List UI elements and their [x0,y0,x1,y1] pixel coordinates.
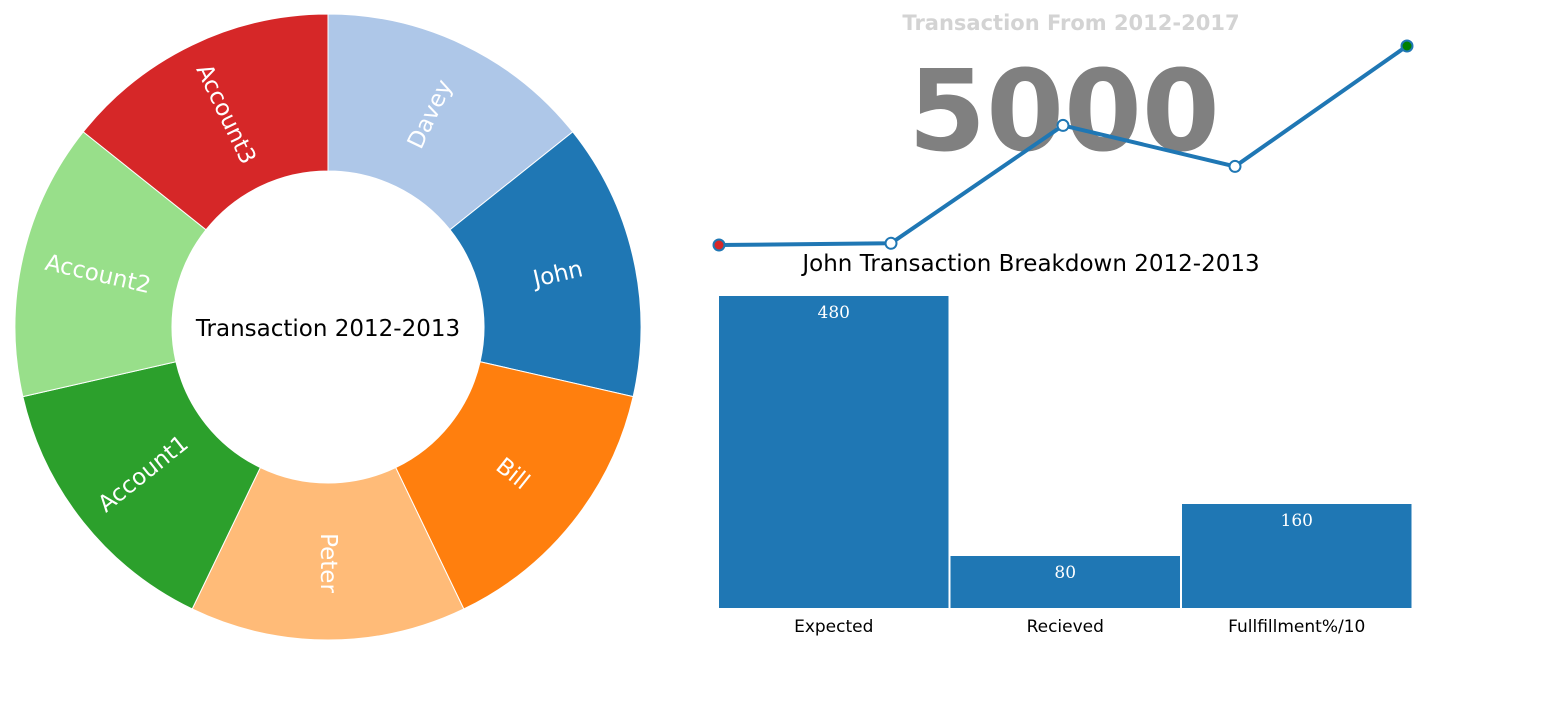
highlight-value: 5000 [908,47,1220,177]
line-chart-title: Transaction From 2012-2017 [902,11,1239,35]
bar-tick-label-expected: Expected [794,617,873,637]
donut-chart: DaveyJohnBillPeterAccount1Account2Accoun… [14,13,642,641]
donut-slice-davey[interactable] [327,13,574,231]
line-point-3[interactable] [1056,118,1070,132]
donut-center-label: Transaction 2012-2013 [195,316,460,342]
donut-slice-label-peter: Peter [315,533,341,593]
bar-recieved[interactable] [950,556,1181,608]
bar-tick-label-fullfillment-10: Fullfillment%/10 [1228,617,1365,637]
donut-slice-bill[interactable] [395,361,634,610]
donut-slice-account1[interactable] [22,361,261,610]
bar-expected[interactable] [719,296,949,608]
donut-slice-peter[interactable] [191,466,465,641]
donut-slice-account3[interactable] [82,13,329,231]
donut-slice-account2[interactable] [14,131,207,398]
line-point-5[interactable] [1400,39,1414,53]
bar-data-label-expected: 480 [818,303,850,323]
bar-tick-label-recieved: Recieved [1027,617,1104,637]
bar-data-label-fullfillment-10: 160 [1281,511,1313,531]
bar-chart-title: John Transaction Breakdown 2012-2013 [800,251,1259,277]
line-point-4[interactable] [1228,159,1242,173]
line-chart [712,39,1414,252]
bar-chart: 480 Expected 80 Recieved 160 Fullfillment%/10 [719,296,1412,637]
donut-slice-john[interactable] [449,131,642,398]
bar-data-label-recieved: 80 [1054,563,1076,583]
line-point-2[interactable] [884,236,898,250]
bar-fullfillment-10[interactable] [1182,504,1412,608]
line-point-1[interactable] [712,238,726,252]
